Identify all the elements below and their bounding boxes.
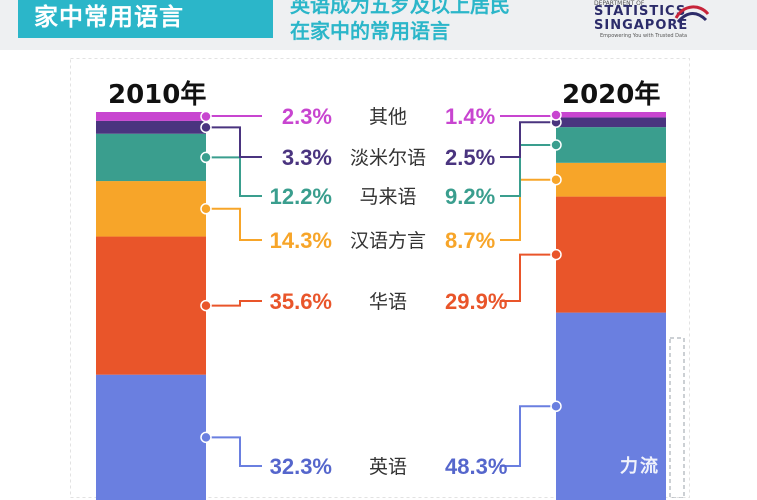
connector-2010-english: [206, 436, 262, 467]
value-label-2020-malay: 9.2%: [445, 184, 495, 209]
connector-dot-2020-chinese-dialects: [550, 173, 562, 186]
bar-segment-2020-tamil: [556, 117, 666, 128]
bar-segment-2010-tamil: [96, 120, 206, 134]
value-label-2010-malay: 12.2%: [270, 184, 332, 209]
logo-line-1: DEPARTMENT OF: [594, 0, 645, 7]
value-label-2020-mandarin: 29.9%: [445, 289, 507, 314]
bar-segment-2020-malay: [556, 127, 666, 163]
value-label-2010-chinese-dialects: 14.3%: [270, 228, 332, 253]
connector-2020-tamil: [500, 121, 556, 158]
value-label-2010-others: 2.3%: [282, 104, 332, 129]
year-label-2020: 2020年: [562, 80, 661, 110]
value-label-2020-chinese-dialects: 8.7%: [445, 228, 495, 253]
logo-line-2: STATISTICS: [594, 4, 687, 19]
value-label-2020-tamil: 2.5%: [445, 145, 495, 170]
bar-segment-2020-mandarin: [556, 196, 666, 313]
page-title: 家中常用语言: [18, 0, 273, 38]
connector-dot-2020-others: [550, 109, 562, 121]
value-label-2020-others: 1.4%: [445, 104, 495, 129]
subtitle-line-1: 英语成为五岁及以上居民: [290, 0, 510, 17]
connector-2020-mandarin: [500, 253, 556, 302]
connector-2020-english: [500, 405, 556, 467]
bar-segment-2020-english: [556, 312, 666, 500]
value-label-2020-english: 48.3%: [445, 454, 507, 479]
subtitle-line-2: 在家中的常用语言: [290, 19, 450, 43]
connector-2010-chinese-dialects: [206, 207, 262, 241]
series-label-english: 英语: [369, 456, 407, 478]
dashed-background-frame: [70, 58, 690, 498]
bar-segment-2010-english: [96, 374, 206, 500]
page-subtitle: 英语成为五岁及以上居民 在家中的常用语言: [290, 0, 590, 44]
bar-segment-2010-chinese-dialects: [96, 181, 206, 237]
bar-segment-2010-malay: [96, 133, 206, 182]
connector-dot-2010-others: [200, 110, 212, 123]
connector-2010-mandarin: [206, 300, 262, 307]
connector-dot-2020-mandarin: [550, 248, 562, 261]
year-label-2010: 2010年: [108, 80, 207, 110]
value-label-2010-english: 32.3%: [270, 454, 332, 479]
connector-dot-2020-english: [550, 400, 562, 413]
value-label-2010-tamil: 3.3%: [282, 145, 332, 170]
connector-2020-chinese-dialects: [500, 178, 556, 241]
connector-dot-2010-tamil: [200, 121, 212, 134]
series-label-mandarin: 华语: [369, 291, 407, 313]
series-label-chinese-dialects: 汉语方言: [350, 230, 426, 252]
bar-segment-2020-chinese-dialects: [556, 162, 666, 197]
logo-line-3: SINGAPORE: [594, 18, 689, 33]
series-label-tamil: 淡米尔语: [350, 147, 426, 169]
logo-swoosh-icon: [674, 5, 710, 24]
series-label-others: 其他: [369, 106, 407, 128]
bar-segment-2010-mandarin: [96, 236, 206, 375]
connector-dot-2010-chinese-dialects: [200, 203, 212, 215]
series-label-malay: 马来语: [359, 186, 416, 208]
watermark: 力流: [620, 456, 660, 477]
connector-2010-malay: [206, 156, 262, 197]
bar-segment-2020-others: [556, 112, 666, 118]
connector-dot-2010-english: [200, 431, 212, 444]
connector-2020-malay: [500, 143, 556, 197]
connector-dot-2020-malay: [550, 139, 562, 151]
connector-2010-tamil: [206, 126, 262, 158]
statistics-singapore-logo: DEPARTMENT OF STATISTICS SINGAPORE Empow…: [592, 0, 742, 44]
value-label-2010-mandarin: 35.6%: [270, 289, 332, 314]
bar-segment-2010-others: [96, 112, 206, 121]
connector-dot-2010-malay: [200, 151, 212, 164]
connector-dot-2010-mandarin: [200, 299, 212, 312]
logo-tagline: Empowering You with Trusted Data: [600, 33, 688, 39]
